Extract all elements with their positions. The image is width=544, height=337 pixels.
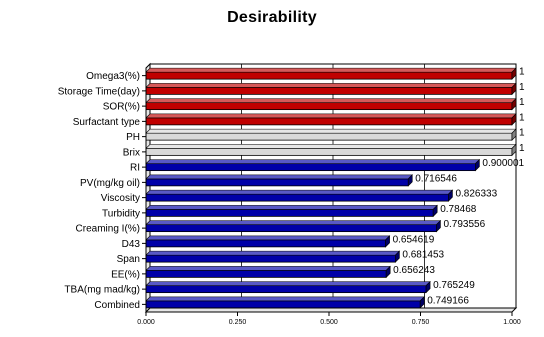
bar — [145, 254, 396, 263]
bar-end — [511, 113, 517, 126]
bar — [145, 285, 427, 294]
category-label: Storage Time(day) — [58, 86, 140, 97]
category-label: Brix — [123, 147, 140, 158]
bar-end — [407, 174, 413, 187]
bar-end — [385, 235, 390, 248]
x-tick-label: 0.000 — [137, 319, 155, 326]
bar-end — [511, 97, 517, 111]
bar-top — [145, 296, 425, 302]
bar — [145, 300, 421, 309]
bar-end — [475, 158, 480, 172]
bar-end — [511, 128, 517, 141]
chart-title: Desirability — [227, 9, 317, 26]
bar-top — [145, 281, 431, 286]
bar-end — [385, 265, 391, 279]
bar — [145, 163, 476, 172]
bar-top — [145, 159, 481, 164]
bar-end — [432, 204, 438, 218]
category-label: SOR(%) — [103, 102, 140, 113]
category-label: PH — [126, 132, 140, 143]
value-label: 0.765249 — [433, 280, 475, 291]
bar-top — [145, 220, 442, 225]
bar — [145, 102, 513, 111]
bar-top — [145, 128, 517, 134]
value-label: 0.826333 — [455, 189, 497, 200]
bar-end — [395, 250, 400, 263]
bar-top — [145, 83, 517, 88]
bar — [145, 193, 449, 202]
value-label: 0.716546 — [415, 173, 457, 184]
value-label: 1 — [519, 128, 525, 139]
bar-end — [425, 280, 431, 294]
category-label: Creaming I(%) — [76, 224, 140, 235]
value-label: 1 — [519, 67, 525, 78]
category-label: Span — [117, 254, 140, 265]
x-tick-label: 1.000 — [503, 319, 521, 326]
bar — [145, 147, 513, 156]
category-label: EE(%) — [111, 269, 140, 280]
bar-end — [511, 143, 517, 157]
bar — [145, 86, 513, 95]
category-label: RI — [130, 163, 140, 174]
value-label: 1 — [519, 97, 525, 108]
value-label: 0.654619 — [393, 234, 435, 245]
bar — [145, 269, 387, 278]
bar-top — [145, 266, 391, 271]
category-label: Viscosity — [101, 193, 140, 204]
value-label: 0.749166 — [427, 295, 469, 306]
bar — [145, 224, 437, 233]
bar-top — [145, 113, 517, 119]
plot-floor — [144, 307, 518, 313]
category-label: Omega3(%) — [86, 71, 140, 82]
value-label: 1 — [519, 112, 525, 123]
bar-top — [145, 67, 517, 73]
category-label: TBA(mg mad/kg) — [64, 285, 140, 296]
x-tick-label: 0.500 — [320, 319, 338, 326]
value-label: 0.78468 — [440, 204, 477, 215]
value-label: 0.681453 — [402, 250, 444, 261]
bar-top — [145, 98, 517, 103]
x-tick-label: 0.250 — [229, 319, 247, 326]
bar-top — [145, 174, 413, 180]
x-tick-label: 0.750 — [412, 319, 430, 326]
bar — [145, 71, 513, 80]
bar-top — [145, 250, 401, 256]
value-label: 0.900001 — [482, 158, 524, 169]
value-label: 1 — [519, 82, 525, 93]
category-label: D43 — [122, 239, 141, 250]
category-label: Surfactant type — [73, 117, 141, 128]
bar — [145, 178, 409, 187]
bar-end — [511, 67, 517, 80]
category-label: PV(mg/kg oil) — [80, 178, 140, 189]
category-label: Combined — [94, 300, 140, 311]
value-label: 0.793556 — [443, 219, 485, 230]
bar-top — [145, 144, 517, 149]
bar-top — [145, 189, 454, 195]
bar-end — [511, 82, 517, 96]
bar-end — [419, 296, 425, 309]
value-label: 1 — [519, 143, 525, 154]
bar-end — [436, 219, 441, 233]
bar-top — [145, 205, 438, 210]
value-label: 0.656243 — [393, 265, 435, 276]
bar — [145, 132, 513, 141]
category-label: Turbidity — [102, 208, 140, 219]
bar-end — [448, 189, 453, 202]
bar — [145, 208, 434, 217]
bar-top — [145, 235, 391, 241]
bar — [145, 239, 386, 248]
bar — [145, 117, 513, 126]
